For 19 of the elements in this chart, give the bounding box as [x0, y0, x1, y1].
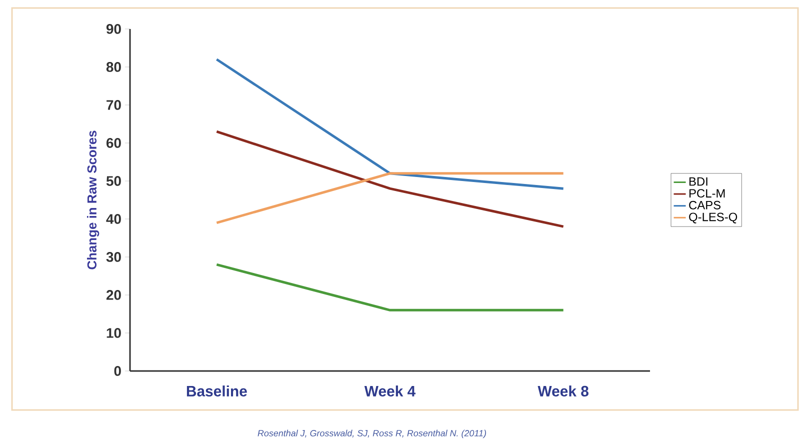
y-tick-label: 80 [106, 62, 121, 72]
y-tick-label: 90 [106, 24, 121, 34]
x-tick-label: Week 4 [364, 386, 416, 396]
y-tick-label: 10 [106, 328, 121, 338]
y-tick-label: 40 [106, 214, 121, 224]
legend-label: PCL-M [689, 189, 725, 198]
y-tick-label: 0 [114, 366, 121, 376]
y-tick-label: 70 [106, 100, 121, 110]
y-axis-title: Change in Raw Scores [87, 130, 100, 270]
text: Rosenthal J, Grosswald, SJ, Ross R, Rosenthal N. (2011) [258, 430, 486, 438]
legend-label: BDI [689, 177, 708, 186]
legend-label: Q-LES-Q [689, 212, 738, 224]
y-tick-label: 30 [106, 252, 121, 262]
x-tick-label: Week 8 [538, 386, 588, 396]
x-tick-label: Baseline [186, 386, 247, 396]
y-tick-label: 20 [106, 290, 121, 300]
y-tick-label: 60 [106, 138, 121, 148]
y-tick-label: 50 [106, 176, 121, 186]
legend-label: CAPS [689, 200, 720, 210]
